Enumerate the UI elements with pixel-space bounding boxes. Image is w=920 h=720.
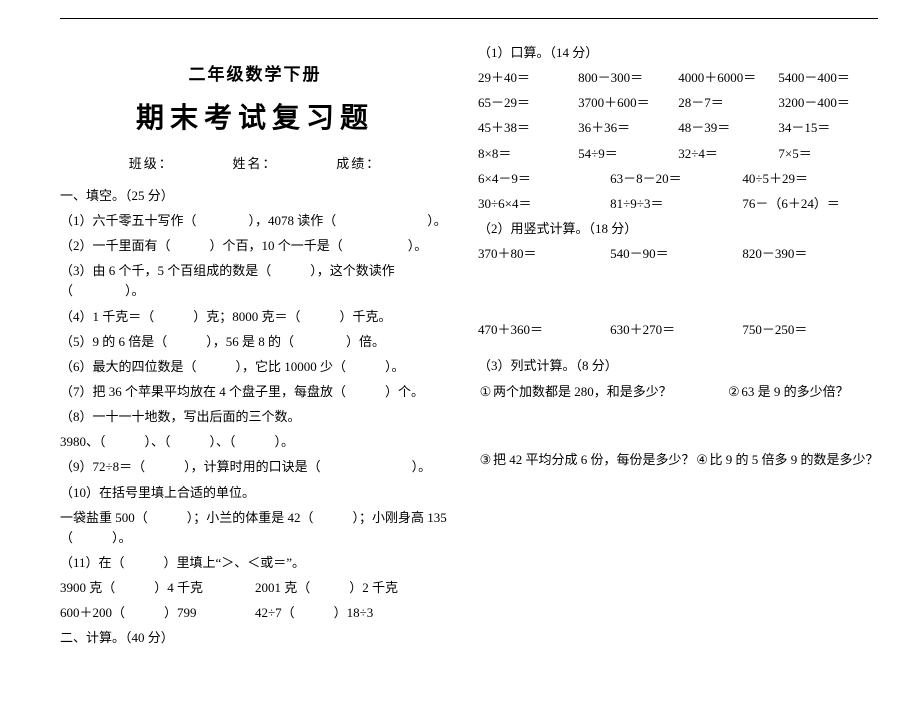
q11r1a: 3900 克（ ）4 千克	[60, 578, 255, 598]
calc-row2: 65－29＝ 3700＋600＝ 28－7＝ 3200－400＝	[478, 93, 879, 113]
page: 二年级数学下册 期末考试复习题 班级： 姓名： 成绩： 一、填空。（25 分） …	[0, 0, 920, 654]
c: 54÷9＝	[578, 144, 678, 164]
word-row2: ③把 42 平均分成 6 份，每份是多少？ ④比 9 的 5 倍多 9 的数是多…	[478, 450, 879, 470]
q3: （3）由 6 个千，5 个百组成的数是（ ），这个数读作（ ）。	[60, 261, 450, 301]
vert-row1: 370＋80＝ 540－90＝ 820－390＝	[478, 244, 879, 264]
c: 65－29＝	[478, 93, 578, 113]
right-column: （1）口算。（14 分） 29＋40＝ 800－300＝ 4000＋6000＝ …	[478, 38, 879, 654]
top-rule	[60, 18, 878, 19]
c: 34－15＝	[778, 118, 878, 138]
v: 630＋270＝	[610, 320, 742, 340]
v: 750－250＝	[742, 320, 874, 340]
c: 800－300＝	[578, 68, 678, 88]
circled-2-icon: ②	[726, 382, 741, 402]
label-name: 姓名：	[232, 156, 271, 171]
q7: （7）把 36 个苹果平均放在 4 个盘子里，每盘放（ ）个。	[60, 382, 450, 402]
c: 63－8－20＝	[610, 169, 742, 189]
label-class: 班级：	[129, 156, 168, 171]
q11r2a: 600＋200（ ）799	[60, 603, 255, 623]
w2t: 63 是 9 的多少倍？	[741, 384, 848, 399]
calc-row6: 30÷6×4＝ 81÷9÷3＝ 76－（6＋24）＝	[478, 194, 879, 214]
w4t: 比 9 的 5 倍多 9 的数是多少？	[710, 452, 879, 467]
calc2-heading: （2）用竖式计算。（18 分）	[478, 219, 879, 239]
w4: ④比 9 的 5 倍多 9 的数是多少？	[695, 450, 879, 470]
q8: （8）一十一十地数，写出后面的三个数。	[60, 407, 450, 427]
w3t: 把 42 平均分成 6 份，每份是多少？	[493, 452, 695, 467]
c: 76－（6＋24）＝	[742, 194, 874, 214]
c: 6×4－9＝	[478, 169, 610, 189]
q11-row2: 600＋200（ ）799 42÷7（ ）18÷3	[60, 603, 450, 623]
v: 470＋360＝	[478, 320, 610, 340]
c: 29＋40＝	[478, 68, 578, 88]
calc1-heading: （1）口算。（14 分）	[478, 43, 879, 63]
c: 45＋38＝	[478, 118, 578, 138]
q5: （5）9 的 6 倍是（ ），56 是 8 的（ ）倍。	[60, 332, 450, 352]
word-row1: ①两个加数都是 280，和是多少？ ②63 是 9 的多少倍？	[478, 382, 879, 402]
q11-row1: 3900 克（ ）4 千克 2001 克（ ）2 千克	[60, 578, 450, 598]
label-score: 成绩：	[336, 156, 381, 171]
v: 540－90＝	[610, 244, 742, 264]
q11: （11）在（ ）里填上“＞、＜或＝”。	[60, 553, 450, 573]
v: 370＋80＝	[478, 244, 610, 264]
c: 48－39＝	[678, 118, 778, 138]
calc-row1: 29＋40＝ 800－300＝ 4000＋6000＝ 5400－400＝	[478, 68, 879, 88]
q11r2b: 42÷7（ ）18÷3	[255, 603, 450, 623]
c: 32÷4＝	[678, 144, 778, 164]
c: 28－7＝	[678, 93, 778, 113]
w1t: 两个加数都是 280，和是多少？	[493, 384, 672, 399]
q10: （10）在括号里填上合适的单位。	[60, 483, 450, 503]
c: 3200－400＝	[778, 93, 878, 113]
c: 30÷6×4＝	[478, 194, 610, 214]
c: 4000＋6000＝	[678, 68, 778, 88]
left-column: 二年级数学下册 期末考试复习题 班级： 姓名： 成绩： 一、填空。（25 分） …	[60, 38, 450, 654]
w2: ②63 是 9 的多少倍？	[726, 382, 878, 402]
circled-3-icon: ③	[478, 450, 493, 470]
c: 81÷9÷3＝	[610, 194, 742, 214]
q11r1b: 2001 克（ ）2 千克	[255, 578, 450, 598]
w1: ①两个加数都是 280，和是多少？	[478, 382, 726, 402]
c: 36＋36＝	[578, 118, 678, 138]
q8b: 3980、（ ）、（ ）、（ ）。	[60, 432, 450, 452]
calc-row4: 8×8＝ 54÷9＝ 32÷4＝ 7×5＝	[478, 144, 879, 164]
q6: （6）最大的四位数是（ ），它比 10000 少（ ）。	[60, 357, 450, 377]
calc-row3: 45＋38＝ 36＋36＝ 48－39＝ 34－15＝	[478, 118, 879, 138]
calc-row5: 6×4－9＝ 63－8－20＝ 40÷5＋29＝	[478, 169, 879, 189]
circled-4-icon: ④	[695, 450, 710, 470]
q10b: 一袋盐重 500（ ）；小兰的体重是 42（ ）；小刚身高 135（ ）。	[60, 508, 450, 548]
calc3-heading: （3）列式计算。（8 分）	[478, 356, 879, 376]
w3: ③把 42 平均分成 6 份，每份是多少？	[478, 450, 695, 470]
section1-heading: 一、填空。（25 分）	[60, 186, 450, 206]
c: 3700＋600＝	[578, 93, 678, 113]
student-info: 班级： 姓名： 成绩：	[60, 154, 450, 174]
v: 820－390＝	[742, 244, 874, 264]
doc-title: 期末考试复习题	[60, 96, 450, 139]
doc-subtitle: 二年级数学下册	[60, 62, 450, 88]
c: 40÷5＋29＝	[742, 169, 874, 189]
circled-1-icon: ①	[478, 382, 493, 402]
q9: （9）72÷8＝（ ），计算时用的口诀是（ ）。	[60, 457, 450, 477]
q4: （4）1 千克＝（ ）克；8000 克＝（ ）千克。	[60, 307, 450, 327]
q2: （2）一千里面有（ ）个百，10 个一千是（ ）。	[60, 236, 450, 256]
q1: （1）六千零五十写作（ ），4078 读作（ ）。	[60, 211, 450, 231]
c: 5400－400＝	[778, 68, 878, 88]
c: 7×5＝	[778, 144, 878, 164]
c: 8×8＝	[478, 144, 578, 164]
vert-row2: 470＋360＝ 630＋270＝ 750－250＝	[478, 320, 879, 340]
section2-heading: 二、计算。（40 分）	[60, 628, 450, 648]
